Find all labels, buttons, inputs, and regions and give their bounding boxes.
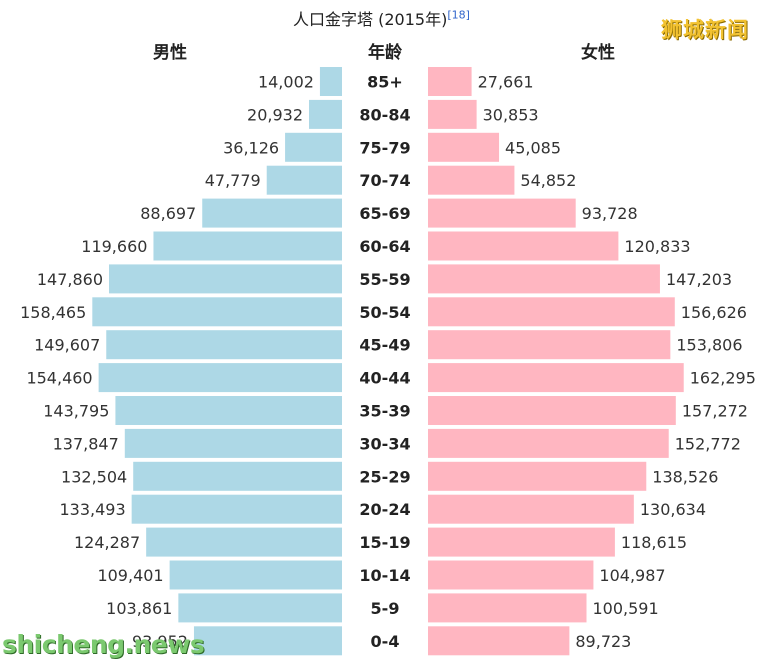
female-value-label: 93,728 — [582, 204, 638, 223]
male-value-label: 124,287 — [74, 533, 140, 552]
female-value-label: 157,272 — [682, 402, 748, 421]
age-group-label: 70-74 — [359, 171, 410, 190]
female-bar — [428, 297, 675, 327]
female-value-label: 104,987 — [599, 566, 665, 585]
female-bar — [428, 198, 576, 228]
female-header: 女性 — [581, 42, 615, 63]
chart-title: 人口金字塔 (2015年)[18] — [0, 6, 763, 30]
male-value-label: 47,779 — [205, 171, 261, 190]
female-bar — [428, 593, 587, 623]
male-value-label: 20,932 — [247, 105, 303, 124]
female-value-label: 120,833 — [624, 237, 690, 256]
age-group-label: 25-29 — [359, 467, 410, 486]
male-bar — [178, 593, 342, 623]
female-value-label: 45,085 — [505, 138, 561, 157]
female-bar — [428, 363, 684, 393]
male-bar — [193, 626, 342, 656]
female-bar — [428, 494, 634, 524]
age-group-label: 15-19 — [359, 533, 410, 552]
female-value-label: 100,591 — [593, 599, 659, 618]
male-value-label: 143,795 — [43, 402, 109, 421]
age-group-label: 45-49 — [359, 336, 410, 355]
male-bar — [202, 198, 342, 228]
male-value-label: 137,847 — [53, 434, 119, 453]
female-value-label: 89,723 — [575, 632, 631, 651]
watermark-bottom-logo: shicheng.news — [2, 630, 205, 659]
female-bar — [428, 560, 594, 590]
male-value-label: 93,952 — [132, 632, 188, 651]
female-value-label: 54,852 — [520, 171, 576, 190]
male-value-label: 36,126 — [223, 138, 279, 157]
male-value-label: 133,493 — [59, 500, 125, 519]
age-group-label: 75-79 — [359, 138, 410, 157]
male-bar — [266, 165, 342, 195]
female-bar — [428, 461, 647, 491]
female-bar — [428, 264, 660, 294]
title-reference[interactable]: [18] — [447, 8, 470, 22]
male-value-label: 119,660 — [81, 237, 147, 256]
female-bar — [428, 626, 570, 656]
female-bar — [428, 527, 615, 557]
male-bar — [109, 264, 342, 294]
male-bar — [319, 67, 342, 96]
chart-title-text: 人口金字塔 (2015年) — [293, 10, 448, 29]
age-group-label: 40-44 — [359, 369, 410, 388]
female-bar — [428, 231, 619, 261]
male-value-label: 14,002 — [258, 73, 314, 92]
male-value-label: 88,697 — [140, 204, 196, 223]
male-bar — [92, 297, 342, 327]
female-value-label: 152,772 — [675, 434, 741, 453]
female-value-label: 153,806 — [676, 336, 742, 355]
age-group-label: 80-84 — [359, 105, 410, 124]
male-bar — [285, 132, 342, 162]
female-value-label: 27,661 — [478, 73, 534, 92]
age-group-label: 65-69 — [359, 204, 410, 223]
female-bar — [428, 396, 676, 425]
age-group-label: 0-4 — [371, 632, 400, 651]
male-bar — [106, 330, 342, 360]
female-bar — [428, 428, 669, 458]
age-group-label: 55-59 — [359, 270, 410, 289]
age-group-label: 5-9 — [371, 599, 400, 618]
female-value-label: 147,203 — [666, 270, 732, 289]
male-bar — [98, 363, 343, 393]
female-bar — [428, 99, 477, 129]
male-value-label: 158,465 — [20, 303, 86, 322]
male-bar — [131, 494, 342, 524]
male-bar — [309, 99, 342, 129]
male-bar — [115, 396, 343, 425]
male-bar — [133, 461, 342, 491]
male-value-label: 109,401 — [97, 566, 163, 585]
female-value-label: 30,853 — [483, 105, 539, 124]
male-value-label: 149,607 — [34, 336, 100, 355]
age-group-label: 20-24 — [359, 500, 410, 519]
male-value-label: 132,504 — [61, 467, 127, 486]
male-value-label: 154,460 — [26, 369, 92, 388]
female-value-label: 118,615 — [621, 533, 687, 552]
age-group-label: 35-39 — [359, 402, 410, 421]
age-group-label: 10-14 — [359, 566, 410, 585]
male-value-label: 147,860 — [37, 270, 103, 289]
age-group-label: 50-54 — [359, 303, 410, 322]
female-bar — [428, 165, 515, 195]
female-value-label: 162,295 — [690, 369, 756, 388]
watermark-top-logo: 狮城新闻 — [661, 18, 749, 42]
age-group-label: 85+ — [367, 73, 403, 92]
female-bar — [428, 132, 500, 162]
male-bar — [169, 560, 342, 590]
female-value-label: 130,634 — [640, 500, 706, 519]
male-bar — [124, 428, 342, 458]
male-bar — [146, 527, 342, 557]
age-group-label: 30-34 — [359, 434, 410, 453]
female-value-label: 138,526 — [652, 467, 718, 486]
female-value-label: 156,626 — [681, 303, 747, 322]
male-header: 男性 — [153, 42, 187, 63]
male-value-label: 103,861 — [106, 599, 172, 618]
male-bar — [153, 231, 342, 261]
age-group-label: 60-64 — [359, 237, 410, 256]
female-bar — [428, 330, 671, 360]
female-bar — [428, 67, 472, 96]
age-header: 年龄 — [368, 42, 403, 63]
